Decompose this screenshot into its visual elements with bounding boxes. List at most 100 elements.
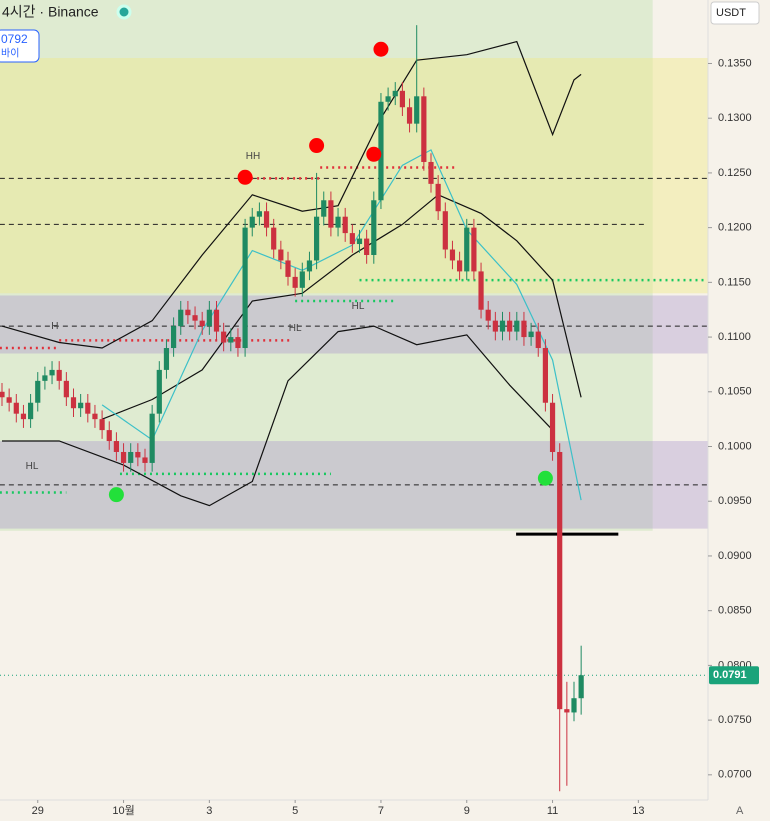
candle-body — [406, 107, 413, 124]
badge-box — [0, 29, 40, 63]
candle-body — [478, 271, 484, 310]
indicator-line — [101, 149, 582, 501]
candle-body — [399, 90, 405, 108]
y-tick-label: 0.0750 — [718, 714, 752, 726]
y-tick-label: 0.1050 — [718, 386, 752, 398]
candle-body — [56, 369, 62, 381]
chart-title: 4시간 · Binance — [2, 4, 99, 20]
candle-body — [263, 211, 270, 228]
last-price-label: 0.0791 — [713, 669, 747, 681]
plot-area: HH HL HL H HL — [0, 0, 708, 792]
y-tick-label: 0.0900 — [718, 550, 752, 562]
x-tick-label: 5 — [292, 805, 298, 817]
candle-body — [6, 397, 12, 403]
zone — [0, 58, 708, 294]
candle-body — [199, 320, 205, 327]
currency[interactable]: USDT — [716, 7, 746, 19]
candle-body — [299, 271, 305, 288]
candle-body — [156, 369, 162, 414]
candle-body — [206, 309, 212, 327]
candle-body — [249, 216, 255, 228]
candle-body — [521, 320, 527, 338]
candle-body — [306, 260, 313, 272]
last-price-box — [709, 666, 759, 685]
candle-body — [63, 380, 69, 398]
candle-body — [113, 441, 119, 452]
candle-body — [449, 249, 456, 261]
candle-body — [256, 211, 262, 217]
candle-body — [557, 451, 563, 710]
candle-body — [149, 413, 155, 463]
y-tick-label: 0.0700 — [718, 769, 752, 781]
candle-body — [35, 380, 41, 403]
signal-marker — [366, 146, 382, 162]
candle-body — [92, 413, 98, 420]
candle-body — [192, 315, 198, 321]
candle-body — [464, 227, 470, 272]
candle-body — [271, 227, 277, 250]
candle-body — [528, 331, 534, 338]
candle-body — [185, 309, 191, 316]
candle-body — [0, 391, 5, 398]
candle-body — [471, 227, 477, 272]
candle-body — [335, 216, 341, 228]
candle-body — [13, 402, 19, 414]
candle-body — [514, 320, 520, 332]
signal-marker — [309, 138, 325, 154]
candle-body — [228, 337, 234, 343]
candle-body — [78, 402, 84, 409]
annotation: HL — [289, 323, 302, 334]
candle-body — [428, 161, 434, 184]
candle-body — [128, 451, 134, 463]
y-tick-label: 0.1100 — [718, 331, 751, 343]
candle-body — [171, 326, 177, 349]
candle-body — [70, 397, 77, 409]
y-tick-label: 0.1350 — [718, 57, 752, 69]
x-tick-label: 13 — [632, 805, 644, 817]
candle-body — [392, 90, 398, 97]
candle-body — [235, 337, 241, 349]
candle-body — [142, 457, 148, 463]
x-tick-label: 29 — [32, 805, 44, 817]
candle-body — [321, 200, 327, 217]
candle-body — [385, 96, 391, 102]
candle-body — [178, 309, 184, 327]
candle-body — [564, 709, 570, 713]
y-tick-label: 0.1150 — [718, 276, 751, 288]
candle-body — [28, 402, 34, 420]
candle-body — [213, 309, 220, 332]
candle-body — [120, 451, 127, 463]
candle-body — [292, 276, 298, 288]
candle-body — [578, 675, 584, 699]
candle-body — [542, 348, 548, 403]
candle-body — [49, 369, 55, 376]
candle-body — [221, 331, 227, 343]
auto-scale[interactable]: A — [736, 805, 744, 817]
x-tick-label: 7 — [378, 805, 384, 817]
signal-marker — [373, 41, 389, 57]
indicator-line — [101, 194, 582, 420]
candle-body — [571, 698, 577, 713]
signal-marker — [108, 487, 124, 503]
candle-body — [435, 183, 441, 212]
candle-body — [278, 249, 284, 261]
y-tick-label: 0.0850 — [718, 605, 752, 617]
candle-body — [356, 238, 363, 245]
indicator-line — [1, 40, 582, 349]
candle-body — [549, 402, 556, 452]
candle-body — [421, 96, 427, 162]
candle-body — [499, 320, 506, 332]
candle-body — [507, 320, 513, 332]
candle-body — [349, 233, 355, 245]
candle-body — [371, 200, 377, 255]
annotation: HH — [246, 151, 260, 162]
zone — [0, 295, 708, 354]
x-tick-label: 11 — [547, 805, 558, 817]
currency-box[interactable] — [710, 1, 760, 25]
annotation: H — [51, 321, 58, 332]
x-tick-label: 9 — [464, 805, 470, 817]
y-tick-label: 0.1300 — [718, 112, 752, 124]
